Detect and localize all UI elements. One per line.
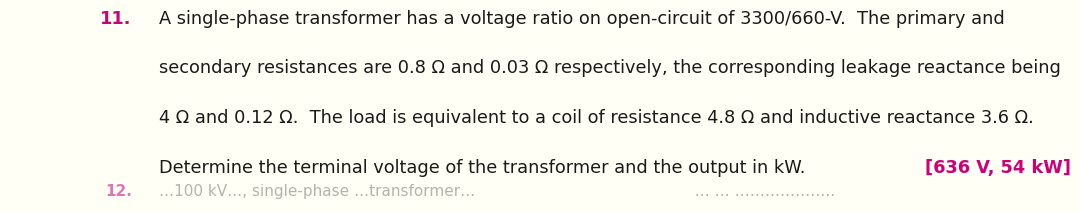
Text: A single-phase transformer has a voltage ratio on open-circuit of 3300/660-V.  T: A single-phase transformer has a voltage…	[159, 10, 1004, 28]
Text: Determine the terminal voltage of the transformer and the output in kW.: Determine the terminal voltage of the tr…	[159, 159, 805, 177]
Text: 12.: 12.	[105, 184, 132, 199]
Text: [636 V, 54 kW]: [636 V, 54 kW]	[926, 159, 1071, 177]
Text: secondary resistances are 0.8 Ω and 0.03 Ω respectively, the corresponding leaka: secondary resistances are 0.8 Ω and 0.03…	[159, 59, 1061, 77]
Text: …100 kV…, single-phase …transformer…                                            : …100 kV…, single-phase …transformer…	[159, 184, 835, 199]
Text: 11.: 11.	[100, 10, 132, 28]
Text: 4 Ω and 0.12 Ω.  The load is equivalent to a coil of resistance 4.8 Ω and induct: 4 Ω and 0.12 Ω. The load is equivalent t…	[159, 109, 1034, 127]
